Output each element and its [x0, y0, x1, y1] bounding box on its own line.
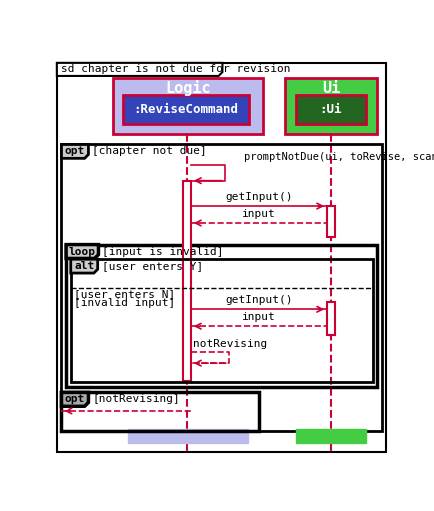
Text: getInput(): getInput()	[225, 295, 293, 306]
Bar	[62, 392, 260, 431]
Polygon shape	[62, 392, 89, 406]
Polygon shape	[66, 245, 99, 259]
Text: notRevising: notRevising	[193, 339, 267, 350]
Text: Logic: Logic	[165, 80, 211, 96]
Bar	[71, 259, 372, 382]
Text: opt: opt	[65, 394, 85, 404]
Bar	[113, 78, 263, 134]
Text: getInput(): getInput()	[225, 192, 293, 202]
Bar	[285, 78, 377, 134]
Text: alt: alt	[74, 261, 94, 271]
Text: [notRevising]: [notRevising]	[92, 394, 180, 404]
Bar	[128, 429, 248, 443]
Text: Ui: Ui	[322, 81, 340, 96]
Text: opt: opt	[65, 147, 85, 156]
Bar	[296, 95, 366, 125]
Bar	[296, 429, 366, 443]
Text: sd chapter is not due for revision: sd chapter is not due for revision	[62, 64, 291, 75]
Bar	[327, 301, 335, 335]
Text: [chapter not due]: [chapter not due]	[92, 147, 207, 156]
Bar	[62, 145, 382, 431]
Text: [user enters Y]: [user enters Y]	[102, 261, 203, 271]
Polygon shape	[57, 63, 223, 76]
Bar	[66, 245, 377, 387]
Bar	[327, 206, 335, 237]
Text: [user enters N]: [user enters N]	[74, 289, 175, 299]
Text: :ReviseCommand: :ReviseCommand	[133, 103, 238, 117]
Polygon shape	[71, 259, 98, 273]
Text: :Ui: :Ui	[320, 103, 342, 117]
Text: [invalid input]: [invalid input]	[74, 298, 175, 308]
Text: [input is invalid]: [input is invalid]	[102, 246, 224, 257]
Bar	[183, 181, 191, 381]
Text: input: input	[242, 209, 276, 219]
Text: input: input	[242, 312, 276, 322]
Polygon shape	[62, 145, 89, 158]
Text: promptNotDue(ui, toRevise, scanner): promptNotDue(ui, toRevise, scanner)	[244, 152, 434, 162]
Bar	[123, 95, 249, 125]
Text: loop: loop	[69, 246, 96, 257]
